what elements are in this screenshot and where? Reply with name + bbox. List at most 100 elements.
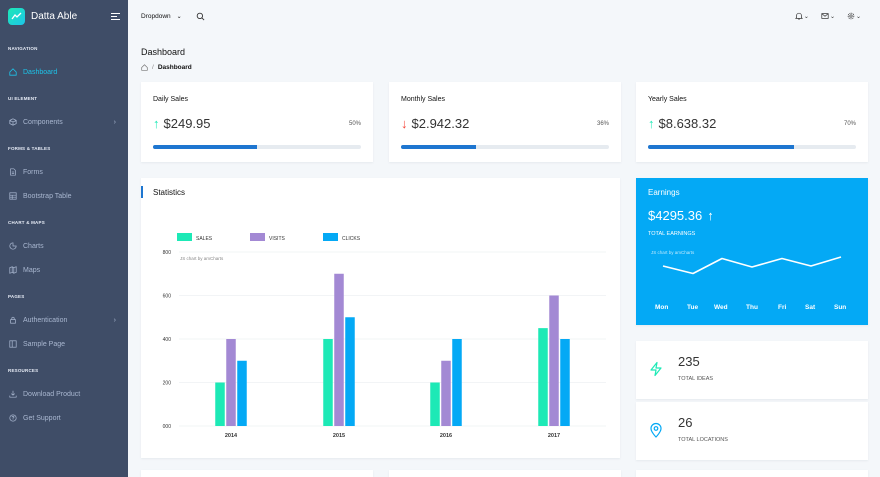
progress-fill <box>648 145 794 149</box>
lock-icon <box>8 316 17 325</box>
chevron-right-icon: › <box>113 118 116 126</box>
brand-logo-icon[interactable] <box>8 7 25 25</box>
arrow-up-icon: ↑ <box>153 116 160 131</box>
progress-bar <box>648 145 856 149</box>
bell-icon <box>794 12 803 20</box>
chart-credit: JS chart by amCharts <box>180 256 224 261</box>
x-tick-label: 2017 <box>548 433 560 439</box>
y-tick-label: 200 <box>163 381 172 387</box>
zap-icon <box>650 361 662 377</box>
breadcrumb-separator: / <box>152 64 154 71</box>
header-dropdown[interactable]: Dropdown ⌄ <box>141 13 182 20</box>
chevron-down-icon: ⌄ <box>829 13 835 20</box>
earnings-line-chart <box>662 256 842 275</box>
table-icon <box>8 192 17 201</box>
sales-value: ↓ $2.942.32 <box>401 116 469 131</box>
page-title: Dashboard <box>141 47 186 57</box>
day-label: Thu <box>746 304 758 311</box>
bar-sales <box>430 382 440 426</box>
day-label: Sun <box>834 304 847 311</box>
nav-caption-resources: RESOURCES <box>8 368 39 373</box>
sidebar-item-charts[interactable]: Charts <box>0 237 128 255</box>
notifications-button[interactable]: ⌄ <box>794 12 809 20</box>
sidebar-item-label: Forms <box>23 168 43 176</box>
earnings-amount: $4295.36 <box>648 208 703 223</box>
chevron-down-icon: ⌄ <box>855 13 861 20</box>
earnings-subtitle: TOTAL EARNINGS <box>648 231 696 237</box>
chevron-down-icon: ⌄ <box>176 13 182 20</box>
day-label: Wed <box>714 304 728 311</box>
y-tick-label: 400 <box>163 337 172 343</box>
messages-button[interactable]: ⌄ <box>821 12 835 20</box>
home-icon <box>8 68 17 77</box>
sales-value: ↑ $249.95 <box>153 116 211 131</box>
metric-value: 235 <box>678 354 700 369</box>
bar-visits <box>549 295 559 426</box>
bar-clicks <box>237 360 247 426</box>
title-accent <box>141 186 143 198</box>
sidebar-item-label: Components <box>23 118 63 126</box>
menu-toggle-icon[interactable] <box>111 12 120 20</box>
y-tick-label: 000 <box>163 424 172 430</box>
metric-value: 26 <box>678 415 693 430</box>
settings-button[interactable]: ⌄ <box>847 12 861 20</box>
download-icon <box>8 390 17 399</box>
top-header: Dropdown ⌄ ⌄ ⌄ ⌄ <box>128 0 880 32</box>
sidebar-item-components[interactable]: Components › <box>0 113 128 131</box>
home-icon[interactable] <box>141 64 148 71</box>
sidebar-item-get-support[interactable]: Get Support <box>0 409 128 427</box>
statistics-bar-chart: SALES VISITS CLICKS JS chart by amCharts 000… <box>163 233 606 439</box>
card-title: Daily Sales <box>153 96 189 103</box>
map-icon <box>8 266 17 275</box>
sales-percent: 36% <box>596 121 609 127</box>
bar-clicks <box>560 339 570 426</box>
search-icon[interactable] <box>196 12 205 21</box>
sidebar-item-sample-page[interactable]: Sample Page <box>0 335 128 353</box>
bar-visits <box>226 339 236 426</box>
sidebar-item-label: Download Product <box>23 390 81 398</box>
arrow-up-icon: ↑ <box>648 116 655 131</box>
card-title: Yearly Sales <box>648 96 687 103</box>
sidebar-item-maps[interactable]: Maps <box>0 261 128 279</box>
sidebar: Datta Able NAVIGATION Dashboard UI ELEME… <box>0 0 128 477</box>
box-icon <box>8 118 17 127</box>
chevron-right-icon: › <box>113 316 116 324</box>
sales-amount: $249.95 <box>163 116 211 131</box>
legend-label: CLICKS <box>342 236 361 242</box>
sidebar-item-authentication[interactable]: Authentication › <box>0 311 128 329</box>
sidebar-item-bootstrap-table[interactable]: Bootstrap Table <box>0 187 128 205</box>
sidebar-item-forms[interactable]: Forms <box>0 163 128 181</box>
daily-sales-card: Daily Sales ↑ $249.95 50% <box>141 82 373 162</box>
sidebar-item-label: Get Support <box>23 414 61 422</box>
header-dropdown-label: Dropdown <box>141 12 171 20</box>
metric-label: TOTAL IDEAS <box>678 376 714 382</box>
sidebar-item-label: Charts <box>23 242 44 250</box>
earnings-value: $4295.36 ↑ <box>648 208 714 223</box>
y-tick-label: 600 <box>163 294 172 300</box>
legend-label: SALES <box>196 236 213 242</box>
arrow-up-icon: ↑ <box>707 208 714 223</box>
progress-fill <box>401 145 476 149</box>
sidebar-item-label: Authentication <box>23 316 68 324</box>
sales-percent: 70% <box>843 121 856 127</box>
metric-label: TOTAL LOCATIONS <box>678 437 728 443</box>
sidebar-item-download-product[interactable]: Download Product <box>0 385 128 403</box>
sidebar-item-dashboard[interactable]: Dashboard <box>0 63 128 81</box>
earnings-trend-line <box>662 256 842 275</box>
bottom-card <box>636 470 868 477</box>
total-ideas-card: 235 TOTAL IDEAS <box>636 341 868 399</box>
file-text-icon <box>8 168 17 177</box>
breadcrumb-current[interactable]: Dashboard <box>157 64 192 71</box>
y-tick-label: 800 <box>163 250 172 256</box>
bar-sales <box>323 339 333 426</box>
nav-caption-chart-maps: CHART & MAPS <box>8 220 45 225</box>
total-locations-card: 26 TOTAL LOCATIONS <box>636 402 868 460</box>
help-circle-icon <box>8 414 17 423</box>
x-tick-label: 2014 <box>225 433 238 439</box>
brand: Datta Able <box>0 0 128 32</box>
bar-visits <box>441 360 451 426</box>
sidebar-item-label: Sample Page <box>23 340 66 348</box>
progress-fill <box>153 145 257 149</box>
nav-caption-navigation: NAVIGATION <box>8 46 38 51</box>
progress-bar <box>153 145 361 149</box>
